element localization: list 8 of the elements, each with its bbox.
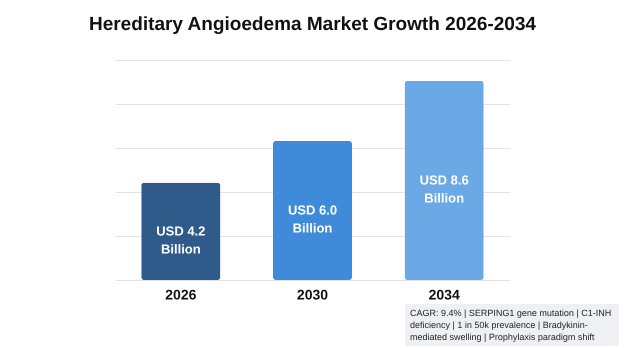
data-label: USD 8.6 Billion (420, 172, 469, 206)
text: CAGR: 9.4% | SERPING1 gene mutation | C1-INH deficiency | 1 in 50k prevalence | Bradykinin-mediated swelling | Prophylaxis paradigm shift (410, 307, 612, 343)
x-tick-label: 2030 (296, 286, 328, 302)
x-tick-label: 2034 (428, 286, 460, 302)
data-label: USD 4.2 Billion (156, 223, 206, 256)
chart-title: Hereditary Angioedema Market Growth 2026-2034 (88, 14, 536, 35)
data-label: USD 6.0 Billion (288, 202, 338, 236)
x-tick-label: 2026 (165, 286, 197, 302)
